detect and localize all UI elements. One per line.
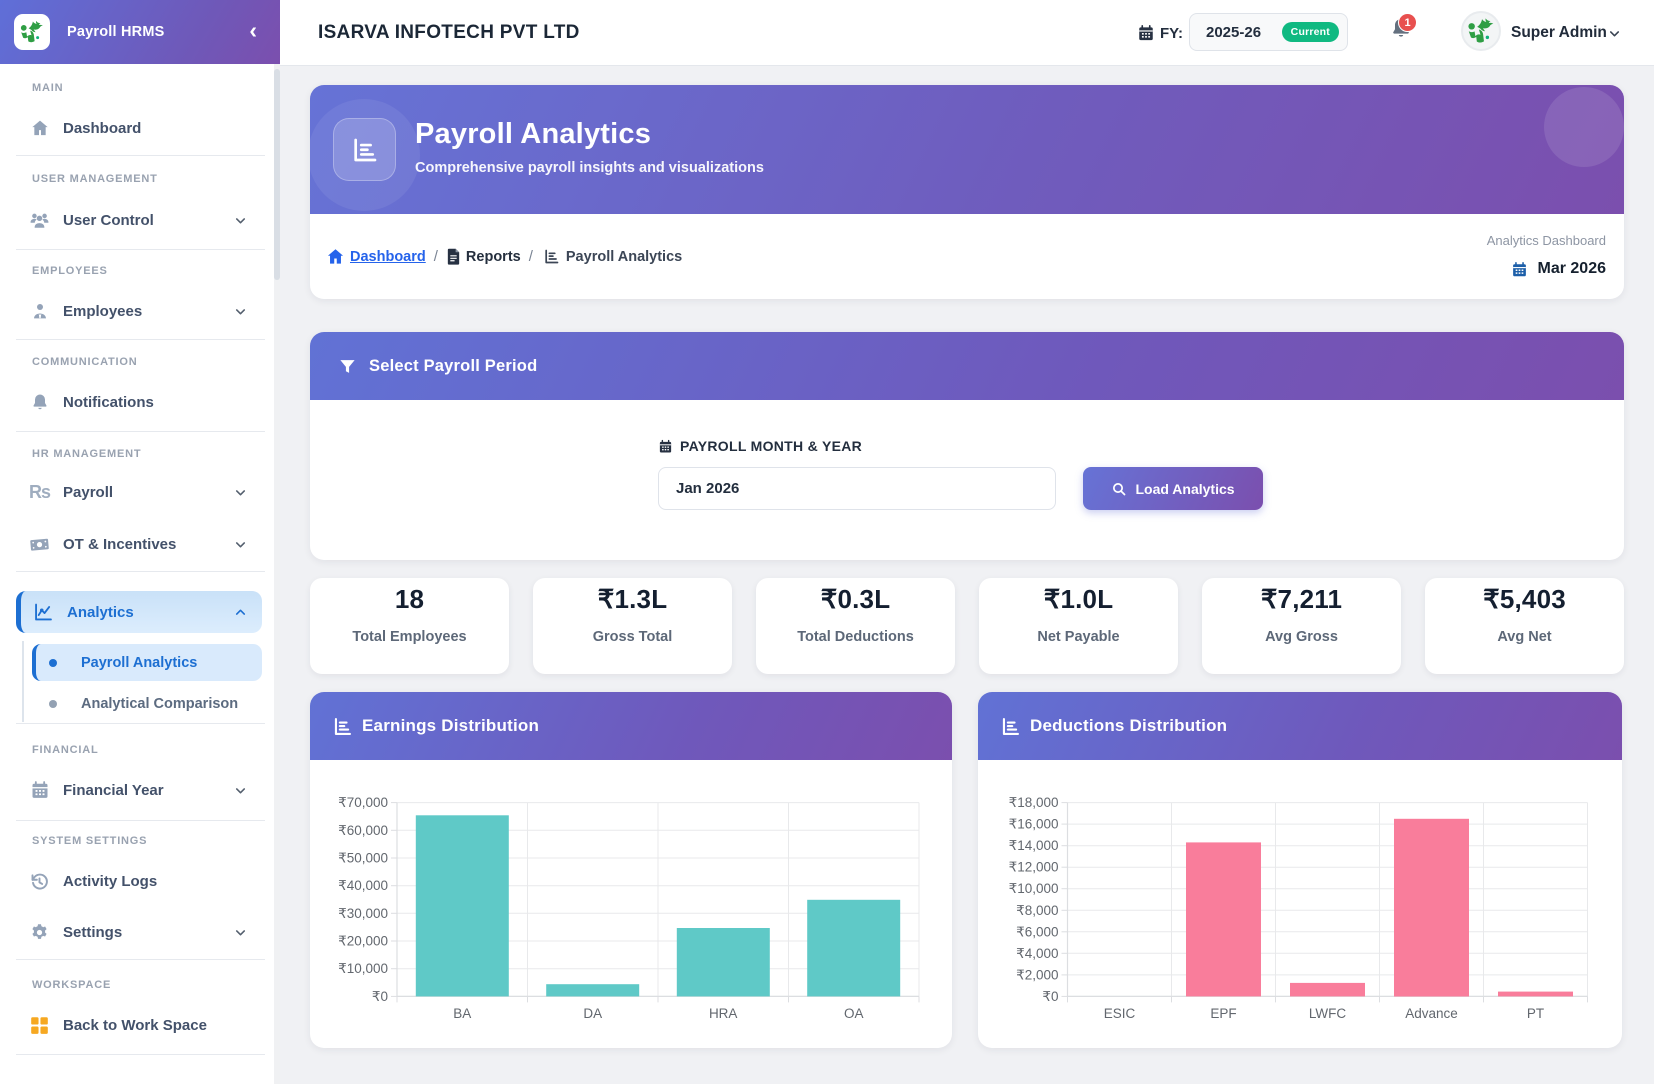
- svg-text:ESIC: ESIC: [1104, 1006, 1136, 1021]
- svg-text:₹12,000: ₹12,000: [1009, 860, 1059, 875]
- svg-text:₹10,000: ₹10,000: [338, 961, 388, 976]
- svg-text:₹50,000: ₹50,000: [338, 851, 388, 866]
- svg-text:₹0: ₹0: [1042, 989, 1058, 1004]
- svg-text:₹70,000: ₹70,000: [338, 795, 388, 810]
- svg-text:₹16,000: ₹16,000: [1009, 817, 1059, 832]
- svg-text:₹8,000: ₹8,000: [1016, 903, 1058, 918]
- svg-text:₹30,000: ₹30,000: [338, 906, 388, 921]
- svg-text:₹20,000: ₹20,000: [338, 934, 388, 949]
- svg-text:Advance: Advance: [1405, 1006, 1458, 1021]
- svg-text:₹2,000: ₹2,000: [1016, 967, 1058, 982]
- svg-text:₹6,000: ₹6,000: [1016, 924, 1058, 939]
- svg-text:OA: OA: [844, 1006, 864, 1021]
- svg-text:₹60,000: ₹60,000: [338, 823, 388, 838]
- svg-text:DA: DA: [583, 1006, 602, 1021]
- svg-text:LWFC: LWFC: [1309, 1006, 1346, 1021]
- svg-text:HRA: HRA: [709, 1006, 738, 1021]
- svg-text:₹0: ₹0: [372, 989, 388, 1004]
- svg-text:₹14,000: ₹14,000: [1009, 838, 1059, 853]
- svg-text:PT: PT: [1527, 1006, 1544, 1021]
- svg-text:₹40,000: ₹40,000: [338, 878, 388, 893]
- svg-text:EPF: EPF: [1210, 1006, 1236, 1021]
- svg-text:₹18,000: ₹18,000: [1009, 795, 1059, 810]
- svg-text:BA: BA: [453, 1006, 471, 1021]
- svg-text:₹4,000: ₹4,000: [1016, 946, 1058, 961]
- svg-text:₹10,000: ₹10,000: [1009, 881, 1059, 896]
